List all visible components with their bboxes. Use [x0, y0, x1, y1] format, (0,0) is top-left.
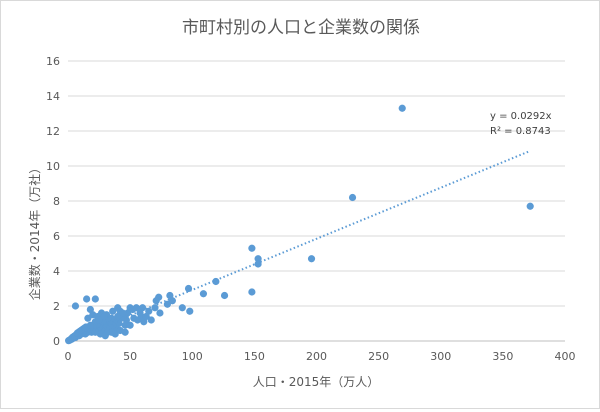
y-tick-label: 14: [46, 90, 60, 103]
grid-lines: [68, 60, 565, 307]
data-point: [91, 295, 99, 303]
data-point: [86, 321, 94, 329]
x-tick-label: 350: [492, 350, 513, 363]
x-tick-label: 250: [368, 350, 389, 363]
data-point: [152, 297, 160, 305]
data-point: [307, 255, 316, 263]
data-point: [121, 321, 129, 329]
y-tick-label: 4: [53, 265, 60, 278]
data-point: [186, 307, 194, 315]
trendline-r2: R² = 0.8743: [490, 126, 551, 137]
data-point: [126, 321, 134, 329]
data-point: [178, 304, 186, 312]
x-tick-labels: 0 50 100 150 200 250 300 350 400: [65, 350, 576, 363]
y-tick-label: 12: [46, 125, 60, 138]
x-tick-label: 0: [65, 350, 72, 363]
data-point: [121, 328, 129, 336]
data-point: [147, 316, 155, 324]
data-point: [91, 328, 99, 336]
x-tick-label: 50: [123, 350, 137, 363]
data-point: [83, 295, 91, 303]
data-point: [254, 260, 262, 268]
chart-title: 市町村別の人口と企業数の関係: [182, 18, 420, 38]
data-point: [348, 193, 357, 202]
x-tick-label: 150: [244, 350, 265, 363]
y-tick-label: 2: [53, 300, 60, 313]
data-point: [114, 304, 122, 312]
trendline: [67, 149, 531, 342]
data-point: [100, 312, 108, 321]
x-axis-label: 人口・2015年（万人）: [253, 375, 380, 389]
data-point: [101, 332, 109, 340]
x-tick-label: 200: [306, 350, 327, 363]
x-tick-label: 300: [430, 350, 451, 363]
data-point: [163, 300, 171, 308]
y-tick-label: 8: [53, 195, 60, 208]
trendline-equation: y = 0.0292x: [490, 111, 552, 122]
data-point: [156, 309, 164, 317]
y-tick-label: 16: [46, 55, 60, 68]
data-point: [254, 255, 262, 263]
data-point: [133, 316, 142, 324]
y-tick-label: 6: [53, 230, 60, 243]
data-point: [199, 290, 208, 298]
data-point: [71, 302, 80, 310]
data-point: [212, 277, 220, 286]
x-tick-label: 400: [555, 350, 576, 363]
data-points: [65, 104, 534, 345]
data-point: [526, 202, 534, 210]
data-point: [220, 291, 229, 300]
y-tick-label: 10: [46, 160, 60, 173]
data-point: [119, 309, 127, 317]
data-point: [248, 244, 256, 252]
data-point: [248, 288, 256, 296]
y-axis-label: 企業数・2014年（万社）: [27, 162, 42, 301]
data-point: [398, 104, 406, 112]
y-tick-labels: 0 2 4 6 8 10 12 14 16: [46, 55, 60, 348]
x-tick-label: 100: [182, 350, 203, 363]
y-tick-label: 0: [53, 335, 60, 348]
